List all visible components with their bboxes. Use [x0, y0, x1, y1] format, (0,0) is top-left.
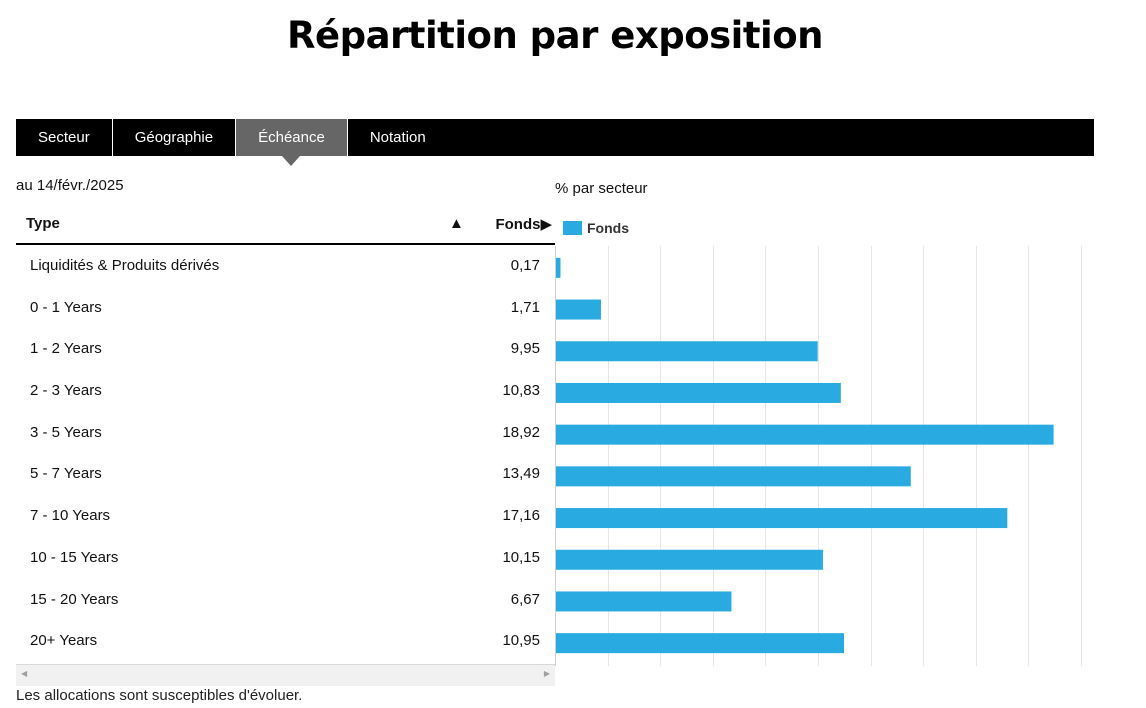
legend-swatch	[563, 221, 582, 235]
table-row: 15 - 20 Years 6,67	[16, 579, 555, 621]
as-of-date: au 14/févr./2025	[16, 177, 124, 194]
horizontal-scrollbar[interactable]: ◀ ▶	[16, 664, 555, 686]
table-row: 0 - 1 Years 1,71	[16, 287, 555, 329]
row-label: 5 - 7 Years	[30, 465, 102, 483]
table-row: 3 - 5 Years 18,92	[16, 412, 555, 454]
row-value: 6,67	[510, 590, 540, 608]
table-row: 20+ Years 10,95	[16, 620, 555, 662]
row-label: 0 - 1 Years	[30, 298, 102, 316]
row-value: 10,15	[502, 548, 540, 566]
footnote: Les allocations sont susceptibles d'évol…	[16, 687, 303, 704]
chart-bar[interactable]	[556, 299, 601, 320]
chart-bar[interactable]	[556, 508, 1008, 529]
row-value: 9,95	[510, 340, 540, 358]
scroll-left-icon[interactable]: ◀	[21, 669, 28, 678]
table-row: 5 - 7 Years 13,49	[16, 453, 555, 495]
page-title: Répartition par exposition	[287, 14, 823, 57]
chart-bar[interactable]	[556, 633, 844, 654]
row-label: 15 - 20 Years	[30, 590, 119, 608]
table-row: Liquidités & Produits dérivés 0,17	[16, 245, 555, 287]
scroll-right-icon[interactable]: ▶	[543, 669, 550, 678]
row-label: 10 - 15 Years	[30, 548, 119, 566]
chart-bar[interactable]	[556, 591, 732, 612]
table-row: 7 - 10 Years 17,16	[16, 495, 555, 537]
row-value: 18,92	[502, 423, 540, 441]
tab-secteur[interactable]: Secteur	[16, 119, 113, 156]
chart-legend: Fonds	[563, 220, 629, 236]
sort-ascending-icon[interactable]: ▲	[449, 215, 464, 232]
row-label: 7 - 10 Years	[30, 507, 111, 525]
chart-bar[interactable]	[556, 341, 818, 362]
row-label: 1 - 2 Years	[30, 340, 102, 358]
chart-bar[interactable]	[556, 466, 911, 487]
table-header: Type ▲ Fonds▶	[16, 205, 555, 245]
tab-bar: Secteur Géographie Échéance Notation	[16, 119, 1094, 166]
chart-bar[interactable]	[556, 424, 1054, 445]
row-value: 10,95	[502, 632, 540, 650]
exposure-table: Type ▲ Fonds▶ Liquidités & Produits déri…	[16, 205, 555, 662]
column-header-type[interactable]: Type	[26, 215, 60, 232]
tab-notation[interactable]: Notation	[369, 129, 426, 146]
chart-bar[interactable]	[556, 382, 841, 403]
row-value: 17,16	[502, 507, 540, 525]
row-label: 20+ Years	[30, 632, 98, 650]
row-value: 13,49	[502, 465, 540, 483]
chart-bar[interactable]	[556, 549, 823, 570]
exposure-bar-chart	[555, 246, 1082, 666]
table-row: 2 - 3 Years 10,83	[16, 370, 555, 412]
column-header-fonds[interactable]: Fonds▶	[495, 216, 552, 233]
chart-title: % par secteur	[555, 180, 648, 197]
tab-geographie[interactable]: Géographie	[113, 119, 237, 156]
row-label: 2 - 3 Years	[30, 382, 102, 400]
legend-label: Fonds	[587, 220, 629, 236]
row-value: 10,83	[502, 382, 540, 400]
table-row: 10 - 15 Years 10,15	[16, 537, 555, 579]
row-value: 1,71	[510, 298, 540, 316]
row-label: 3 - 5 Years	[30, 423, 102, 441]
row-label: Liquidités & Produits dérivés	[30, 257, 220, 274]
chart-bar[interactable]	[556, 257, 561, 278]
table-row: 1 - 2 Years 9,95	[16, 328, 555, 370]
tab-echeance[interactable]: Échéance	[236, 119, 348, 166]
row-value: 0,17	[510, 257, 540, 274]
